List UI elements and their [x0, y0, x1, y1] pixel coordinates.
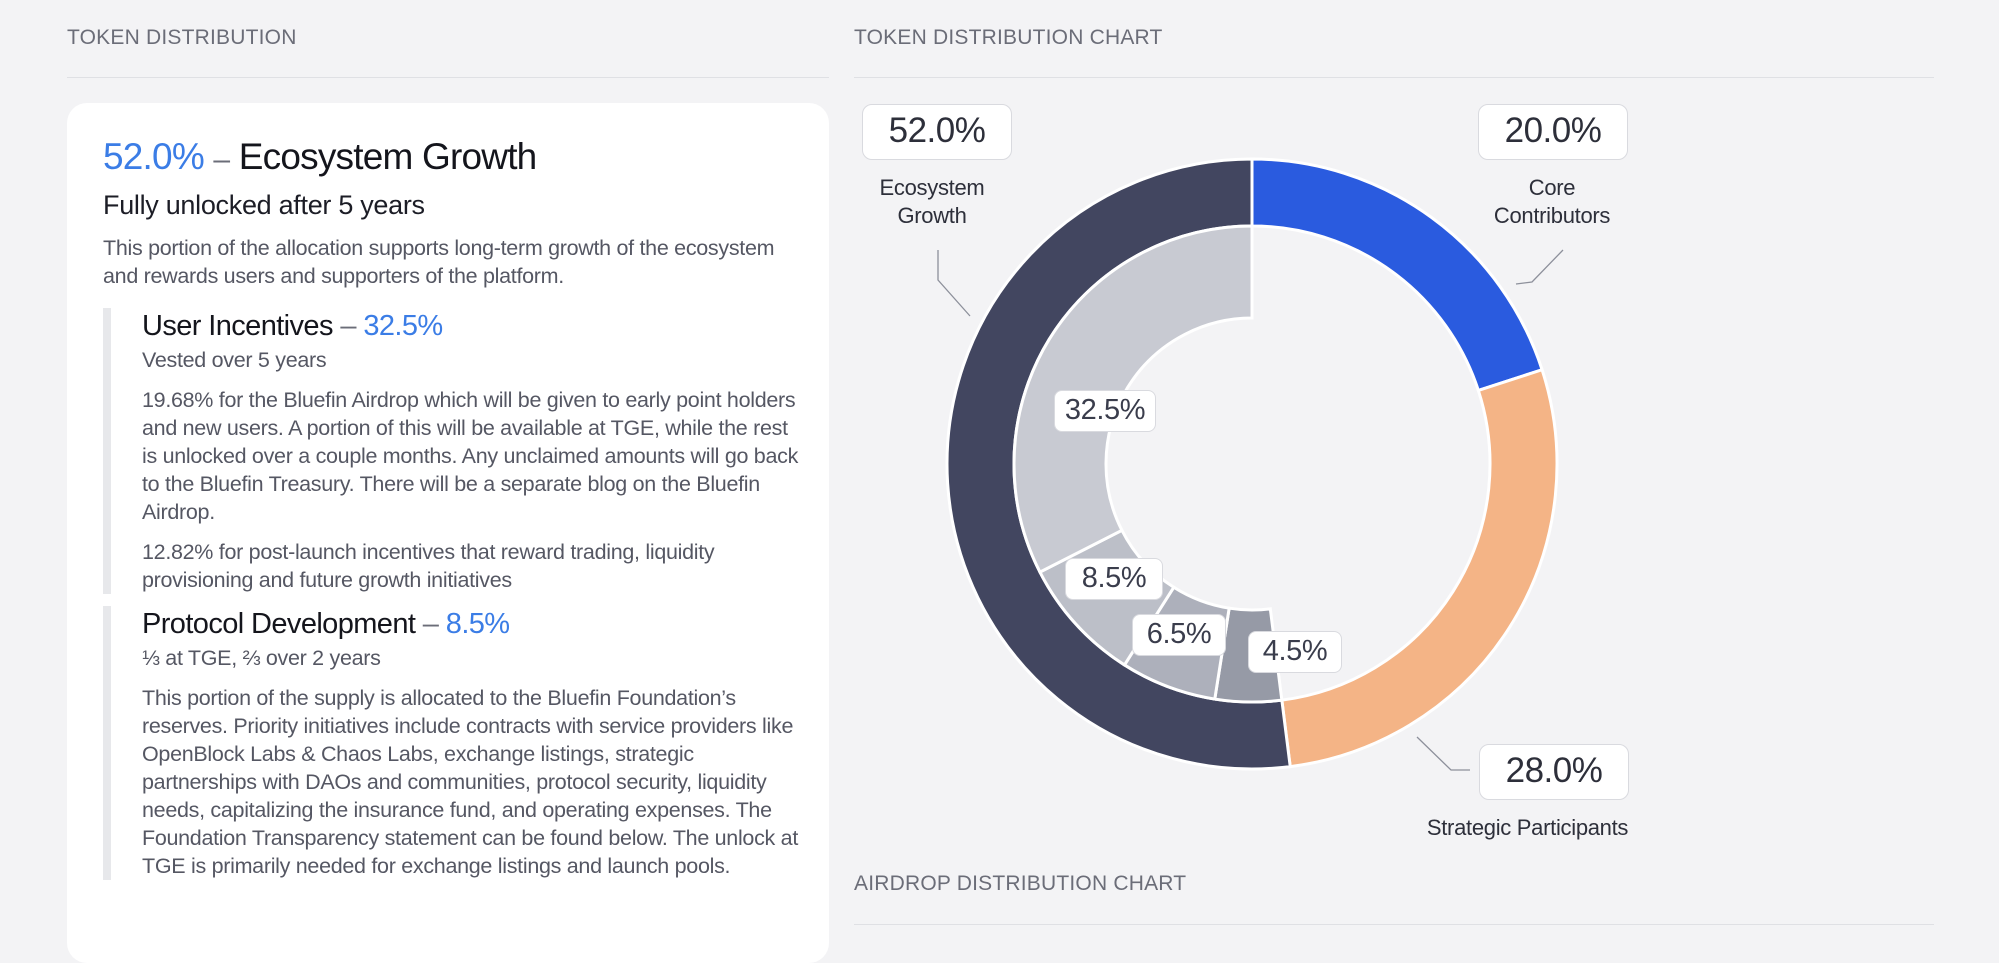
divider — [67, 77, 829, 78]
inner-label-4-5: 4.5% — [1248, 631, 1342, 673]
divider — [854, 77, 1934, 78]
subsection-title: Protocol Development — [142, 608, 416, 640]
label-line: Ecosystem — [879, 175, 985, 200]
leader-lines — [937, 249, 1564, 771]
token-distribution-chart-title: TOKEN DISTRIBUTION CHART — [854, 26, 1163, 49]
subsection-paragraph: 19.68% for the Bluefin Airdrop which wil… — [142, 388, 799, 524]
callout-core-value: 20.0% — [1478, 104, 1628, 160]
allocation-headline: 52.0% – Ecosystem Growth — [103, 135, 803, 182]
label-line: Contributors — [1493, 203, 1611, 228]
leader-line-ecosystem — [937, 250, 971, 317]
subsection-heading: User Incentives – 32.5% — [142, 308, 803, 344]
inner-label-8-5: 8.5% — [1065, 558, 1163, 600]
allocation-description: This portion of the allocation supports … — [103, 236, 775, 288]
subsection-protocol-development: Protocol Development – 8.5% ⅓ at TGE, ⅔ … — [103, 606, 803, 880]
callout-strategic-value: 28.0% — [1479, 744, 1629, 800]
outer-slice-1 — [1280, 367, 1559, 769]
subsection-user-incentives: User Incentives – 32.5% Vested over 5 ye… — [103, 308, 803, 594]
allocation-name: Ecosystem Growth — [238, 136, 537, 177]
dash: – — [422, 608, 439, 640]
subsection-percent: 8.5% — [445, 608, 510, 640]
label-line: Growth — [897, 203, 967, 228]
dash: – — [213, 143, 230, 176]
subsection-vesting: ⅓ at TGE, ⅔ over 2 years — [142, 646, 381, 670]
inner-label-6-5: 6.5% — [1132, 614, 1226, 656]
subsection-percent: 32.5% — [363, 310, 443, 342]
subsection-vesting: Vested over 5 years — [142, 348, 327, 372]
callout-ecosystem-value: 52.0% — [862, 104, 1012, 160]
leader-line-strategic — [1416, 736, 1470, 771]
subsection-title: User Incentives — [142, 310, 333, 342]
subsection-paragraph: This portion of the supply is allocated … — [142, 686, 798, 878]
divider — [854, 924, 1934, 925]
allocation-percent: 52.0% — [103, 136, 205, 177]
airdrop-distribution-chart-title: AIRDROP DISTRIBUTION CHART — [854, 872, 1187, 895]
token-distribution-title: TOKEN DISTRIBUTION — [67, 26, 297, 49]
subsection-heading: Protocol Development – 8.5% — [142, 606, 803, 642]
allocation-card: 52.0% – Ecosystem Growth Fully unlocked … — [67, 103, 829, 963]
dash: – — [340, 310, 356, 342]
leader-line-core — [1515, 249, 1564, 285]
subsection-paragraph: 12.82% for post-launch incentives that r… — [142, 540, 715, 592]
inner-label-32-5: 32.5% — [1054, 390, 1156, 432]
token-distribution-donut-chart — [937, 157, 1564, 771]
callout-ecosystem-label: Ecosystem Growth — [852, 174, 1012, 230]
callout-strategic-label: Strategic Participants — [1426, 815, 1629, 840]
callout-core-label: Core Contributors — [1472, 174, 1632, 230]
allocation-unlock: Fully unlocked after 5 years — [103, 190, 425, 220]
label-line: Core — [1528, 175, 1576, 200]
